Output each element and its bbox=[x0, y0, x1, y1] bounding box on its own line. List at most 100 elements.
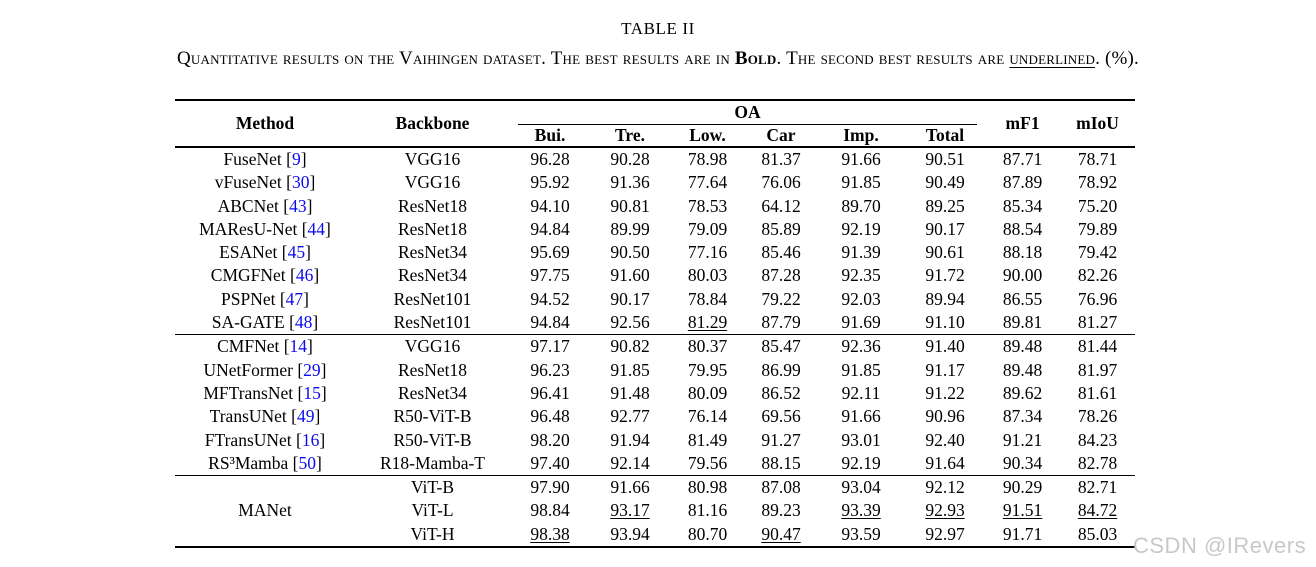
value-cell: 97.40 bbox=[530, 452, 570, 473]
value-cell: 76.06 bbox=[761, 172, 801, 193]
value-cell: 85.89 bbox=[761, 218, 801, 239]
value-cell: 81.61 bbox=[1077, 382, 1118, 403]
backbone-cell: ResNet18 bbox=[397, 359, 468, 380]
citation-link[interactable]: 16 bbox=[301, 429, 320, 450]
value-cell: 89.99 bbox=[610, 218, 650, 239]
citation-link[interactable]: 45 bbox=[287, 242, 306, 263]
method-name: ESANet bbox=[219, 242, 278, 263]
citation-link[interactable]: 29 bbox=[303, 359, 321, 380]
value-cell: 90.81 bbox=[610, 195, 650, 216]
caption-segment: Bold bbox=[734, 48, 777, 69]
value-cell: 89.94 bbox=[925, 288, 965, 309]
value-cell: 76.14 bbox=[687, 406, 728, 427]
value-cell: 92.77 bbox=[610, 406, 650, 427]
value-cell: 87.28 bbox=[761, 265, 801, 286]
method-name: CMGFNet bbox=[210, 265, 286, 286]
value-cell: 91.85 bbox=[610, 359, 650, 380]
citation-link[interactable]: 9 bbox=[291, 149, 301, 169]
citation-link[interactable]: 30 bbox=[291, 172, 310, 193]
value-cell: 91.22 bbox=[925, 382, 965, 403]
value-cell: 94.10 bbox=[530, 195, 570, 216]
table-title: TABLE II bbox=[621, 19, 695, 38]
col-header-backbone: Backbone bbox=[395, 113, 470, 133]
results-table-header: Method Backbone OA mF1 mIoU Bui. Tre. Lo… bbox=[175, 100, 1136, 147]
method-name: vFuseNet bbox=[214, 172, 282, 193]
value-cell: 85.46 bbox=[761, 242, 801, 263]
value-cell: 89.70 bbox=[841, 195, 881, 216]
value-cell: 91.21 bbox=[1002, 429, 1043, 450]
citation-link[interactable]: 47 bbox=[285, 288, 304, 309]
caption-segment: . (%). bbox=[1095, 48, 1140, 69]
value-cell: 78.98 bbox=[687, 149, 728, 169]
value-cell: 92.12 bbox=[905, 475, 986, 500]
value-cell: 90.49 bbox=[925, 172, 965, 193]
value-cell: 77.16 bbox=[687, 242, 728, 263]
method-cell: RS³Mamba [50] bbox=[208, 452, 322, 473]
method-name: ABCNet bbox=[217, 195, 279, 216]
value-cell: 91.72 bbox=[925, 265, 965, 286]
table-row: ABCNet [43] ResNet18 94.10 90.81 78.53 64.12 8… bbox=[175, 195, 1135, 218]
value-cell: 87.71 bbox=[1002, 149, 1043, 169]
value-cell: 92.14 bbox=[610, 452, 650, 473]
value-cell: 79.56 bbox=[687, 452, 728, 473]
citation-link[interactable]: 46 bbox=[295, 265, 314, 286]
value-cell: 81.29 bbox=[687, 312, 728, 333]
col-header-oa-group: OA bbox=[510, 100, 985, 125]
citation-link[interactable]: 15 bbox=[303, 382, 321, 403]
value-cell: 90.82 bbox=[590, 334, 670, 359]
table-row: MAResU-Net [44] ResNet18 94.84 89.99 79.09 85… bbox=[175, 218, 1135, 241]
backbone-cell: R18-Mamba-T bbox=[380, 452, 485, 473]
value-cell: 89.25 bbox=[925, 195, 965, 216]
value-cell: 78.92 bbox=[1077, 172, 1118, 193]
method-name: MANet bbox=[238, 500, 292, 521]
method-cell: CMFNet [14] bbox=[175, 334, 355, 359]
method-cell: SA-GATE [48] bbox=[211, 312, 319, 333]
value-cell: 89.62 bbox=[1002, 382, 1043, 403]
value-cell: 91.69 bbox=[841, 312, 881, 333]
value-cell: 91.71 bbox=[1002, 523, 1043, 544]
value-cell: 94.52 bbox=[530, 288, 570, 309]
method-cell: TransUNet [49] bbox=[209, 406, 321, 427]
value-cell: 88.15 bbox=[761, 452, 801, 473]
backbone-cell: VGG16 bbox=[404, 172, 461, 193]
header-row-1: Method Backbone OA mF1 mIoU bbox=[175, 100, 1135, 133]
value-cell: 88.18 bbox=[1002, 242, 1043, 263]
col-header-bui: Bui. bbox=[534, 125, 566, 145]
citation-link[interactable]: 49 bbox=[297, 406, 315, 427]
citation-link[interactable]: 44 bbox=[307, 218, 326, 239]
citation-link[interactable]: 43 bbox=[289, 195, 307, 216]
table-row: RS³Mamba [50] R18-Mamba-T 97.40 92.14 79.56 8… bbox=[175, 452, 1135, 476]
value-cell: 92.93 bbox=[925, 500, 965, 521]
value-cell: 85.03 bbox=[1077, 523, 1118, 544]
method-cell: PSPNet [47] bbox=[221, 288, 309, 309]
table-row: TransUNet [49] R50-ViT-B 96.48 92.77 76.14 69… bbox=[175, 405, 1135, 428]
table-row: SA-GATE [48] ResNet101 94.84 92.56 81.29 87.7… bbox=[175, 311, 1135, 335]
method-cell: MAResU-Net [44] bbox=[199, 218, 331, 239]
backbone-cell: R50-ViT-B bbox=[393, 429, 472, 450]
value-cell: 91.66 bbox=[590, 475, 670, 500]
value-cell: 87.79 bbox=[761, 312, 801, 333]
value-cell: 91.40 bbox=[905, 334, 986, 359]
citation-link[interactable]: 48 bbox=[294, 312, 313, 333]
citation-link[interactable]: 50 bbox=[298, 452, 316, 473]
backbone-cell: ResNet34 bbox=[397, 265, 468, 286]
value-cell: 90.29 bbox=[985, 475, 1061, 500]
value-cell: 82.26 bbox=[1077, 265, 1118, 286]
value-cell: 80.37 bbox=[670, 334, 745, 359]
col-header-total: Total bbox=[925, 125, 965, 145]
value-cell: 87.34 bbox=[1002, 406, 1043, 427]
value-cell: 93.94 bbox=[610, 523, 650, 544]
value-cell: 90.28 bbox=[610, 149, 650, 169]
value-cell: 80.09 bbox=[687, 382, 728, 403]
value-cell: 89.81 bbox=[1002, 312, 1043, 333]
table-row: CMFNet [14] VGG16 97.17 90.82 80.37 85.47 92.3… bbox=[175, 334, 1136, 359]
col-header-oa: OA bbox=[518, 101, 978, 125]
value-cell: 90.61 bbox=[925, 242, 965, 263]
citation-link[interactable]: 14 bbox=[289, 336, 308, 357]
value-cell: 98.38 bbox=[530, 523, 570, 544]
table-row: ViT-H 98.38 93.94 80.70 90.47 93.59 92.97 91.71… bbox=[175, 523, 1135, 547]
value-cell: 77.64 bbox=[687, 172, 728, 193]
method-cell: MFTransNet [15] bbox=[203, 382, 327, 403]
value-cell: 89.48 bbox=[1002, 359, 1043, 380]
value-cell: 96.28 bbox=[530, 149, 570, 169]
